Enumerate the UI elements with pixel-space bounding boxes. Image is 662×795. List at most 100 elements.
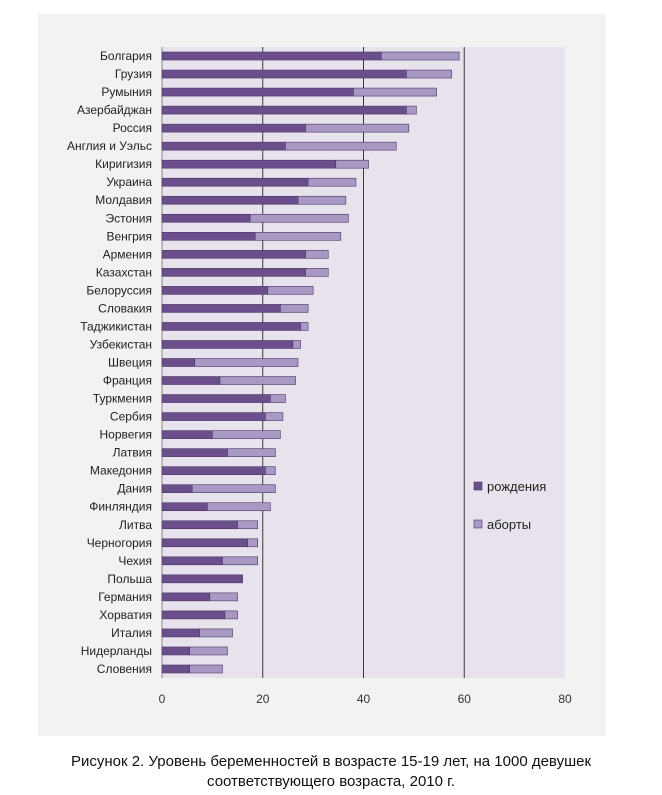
bar-births	[161, 538, 248, 548]
bar-births	[161, 286, 269, 295]
legend-swatch-births	[473, 481, 483, 491]
bar-births	[161, 484, 193, 494]
bar-abortions	[264, 466, 276, 475]
bar-births	[161, 448, 228, 457]
bar-abortions	[285, 141, 397, 151]
bar-abortions	[305, 250, 329, 259]
legend-label-abortions: аборты	[487, 517, 531, 532]
bar-births	[161, 628, 201, 638]
category-label: Белоруссия	[86, 283, 152, 297]
bar-births	[161, 664, 191, 674]
bar-abortions	[199, 628, 233, 638]
bar-births	[161, 502, 208, 512]
x-tick-label: 40	[357, 692, 371, 706]
bar-births	[161, 520, 238, 530]
category-label: Черногория	[87, 536, 152, 550]
bar-births	[161, 195, 299, 205]
bar-births	[161, 87, 354, 97]
bar-births	[161, 232, 256, 241]
bar-births	[161, 304, 281, 313]
x-tick-label: 80	[558, 692, 572, 706]
bar-births	[161, 141, 286, 151]
bar-abortions	[267, 286, 314, 295]
stacked-bar-chart: Болгария Грузия Румыния Азербайджан Россия Ан…	[67, 47, 572, 706]
category-label: Италия	[111, 626, 152, 640]
figure-caption: Рисунок 2. Уровень беременностей в возра…	[0, 752, 662, 792]
bar-abortions	[380, 51, 460, 61]
bar-abortions	[224, 610, 238, 620]
bar-births	[161, 213, 251, 223]
bar-births	[161, 412, 266, 421]
x-tick-label: 20	[256, 692, 270, 706]
bar-births	[161, 466, 266, 475]
category-label: Туркмения	[93, 392, 152, 406]
bar-abortions	[219, 376, 296, 385]
bar-births	[161, 69, 407, 79]
bar-abortions	[207, 502, 271, 512]
bar-births	[161, 159, 337, 169]
bar-abortions	[249, 213, 349, 223]
bar-abortions	[209, 592, 238, 602]
bar-births	[161, 646, 191, 656]
bar-abortions	[297, 195, 347, 205]
bar-abortions	[270, 394, 286, 403]
category-label: Молдавия	[95, 193, 152, 207]
category-label: Литва	[119, 518, 152, 532]
category-label: Хорватия	[99, 608, 152, 622]
bar-births	[161, 376, 221, 385]
bar-abortions	[212, 430, 281, 439]
bar-births	[161, 123, 306, 133]
category-label: Словения	[97, 662, 152, 676]
bar-abortions	[305, 123, 410, 133]
bar-abortions	[254, 232, 342, 241]
category-label: Узбекистан	[90, 337, 152, 351]
chart-panel: Болгария Грузия Румыния Азербайджан Россия Ан…	[38, 14, 606, 736]
category-label: Казахстан	[96, 265, 152, 279]
x-tick-label: 0	[159, 692, 166, 706]
category-label: Россия	[113, 121, 152, 135]
category-label: Нидерланды	[81, 644, 152, 658]
legend: рождения аборты	[473, 479, 546, 532]
category-label: Румыния	[101, 85, 152, 99]
bar-births	[161, 177, 309, 187]
bar-abortions	[305, 268, 329, 277]
category-label: Финляндия	[89, 500, 152, 514]
bar-births	[161, 340, 294, 349]
category-label: Киригизия	[95, 157, 152, 171]
bar-abortions	[406, 69, 452, 79]
bar-abortions	[227, 448, 276, 457]
bar-abortions	[222, 556, 259, 566]
category-label: Норвегия	[99, 428, 152, 442]
bar-abortions	[335, 159, 369, 169]
bar-abortions	[237, 520, 259, 530]
category-label: Армения	[103, 247, 152, 261]
category-label: Македония	[90, 464, 152, 478]
category-label: Болгария	[100, 49, 152, 63]
category-label: Таджикистан	[80, 319, 152, 333]
bar-births	[161, 105, 407, 115]
x-tick-label: 60	[458, 692, 472, 706]
category-label: Дания	[117, 482, 152, 496]
category-label: Украина	[106, 175, 152, 189]
category-label: Грузия	[115, 67, 152, 81]
caption-line-1: Рисунок 2. Уровень беременностей в возра…	[70, 753, 592, 770]
bar-abortions	[194, 358, 299, 367]
bar-births	[161, 556, 223, 566]
bar-births	[161, 322, 301, 331]
x-axis-ticks: 0 20 40 60 80	[159, 692, 572, 706]
bar-births	[161, 250, 306, 259]
category-label: Азербайджан	[77, 103, 152, 117]
bar-births	[161, 592, 211, 602]
bar-abortions	[247, 538, 259, 548]
bar-births	[161, 430, 213, 439]
bar-abortions	[300, 322, 309, 331]
category-label: Латвия	[113, 446, 152, 460]
bar-births	[161, 394, 271, 403]
category-label: Польша	[107, 572, 152, 586]
bar-births	[161, 51, 382, 61]
bar-births	[161, 268, 306, 277]
category-label: Франция	[103, 374, 152, 388]
category-label: Швеция	[108, 356, 152, 370]
bar-abortions	[292, 340, 301, 349]
category-labels: Болгария Грузия Румыния Азербайджан Россия Ан…	[67, 49, 152, 676]
